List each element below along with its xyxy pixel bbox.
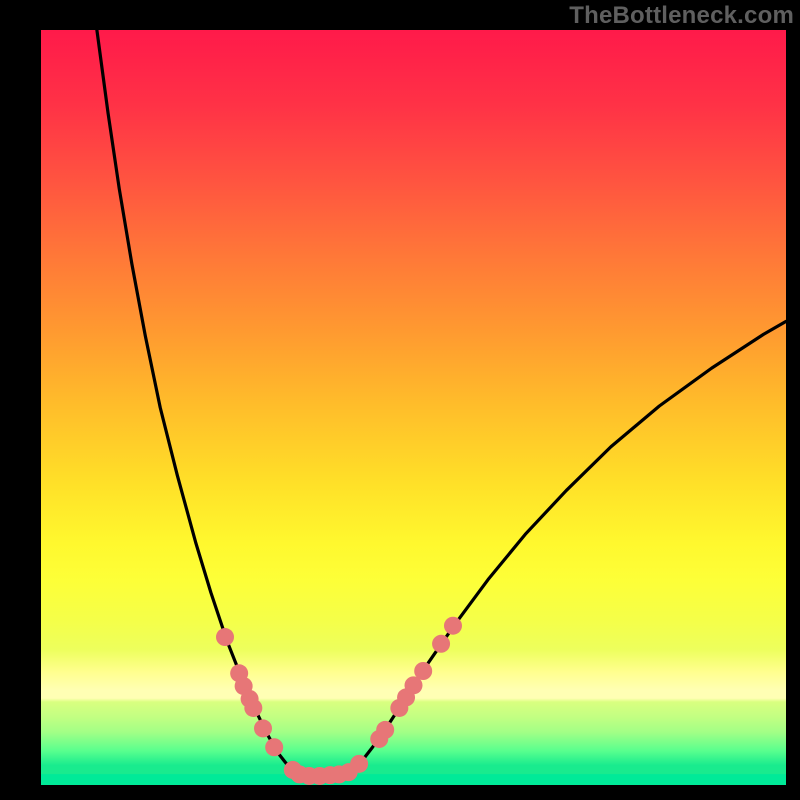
gradient-background [41, 30, 786, 785]
data-marker [414, 662, 432, 680]
data-marker [244, 699, 262, 717]
data-marker [216, 628, 234, 646]
data-marker [350, 755, 368, 773]
data-marker [432, 635, 450, 653]
bottleneck-curve-chart [41, 30, 786, 785]
data-marker [376, 721, 394, 739]
watermark-text: TheBottleneck.com [569, 2, 794, 30]
data-marker [444, 617, 462, 635]
chart-frame: TheBottleneck.com [0, 0, 800, 800]
data-marker [254, 719, 272, 737]
data-marker [265, 738, 283, 756]
